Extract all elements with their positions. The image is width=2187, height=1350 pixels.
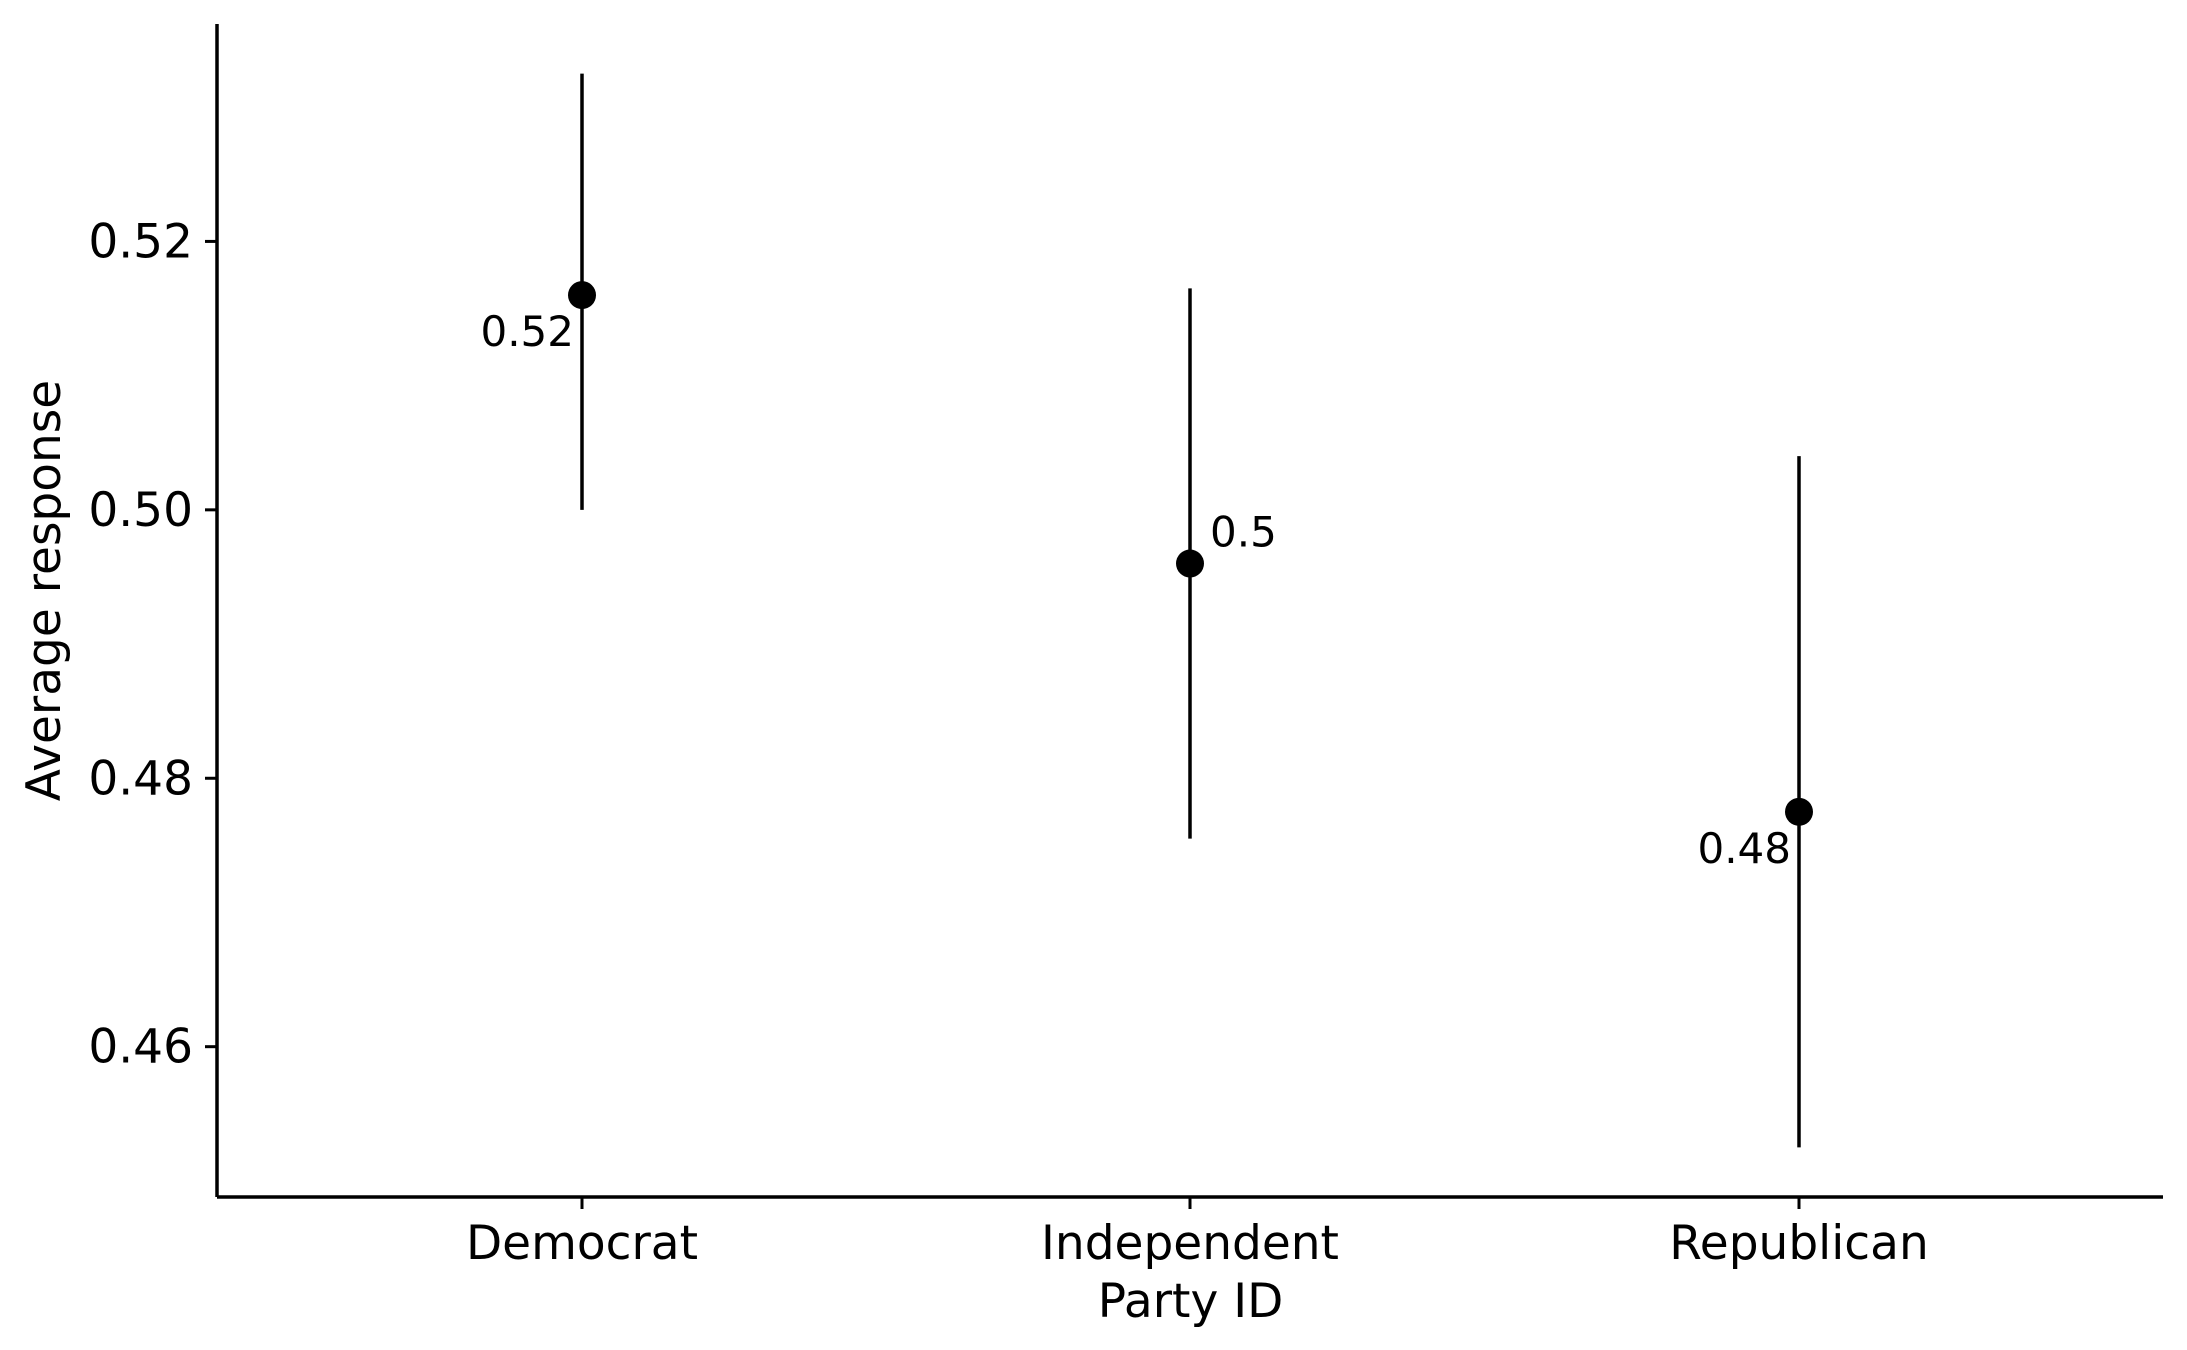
x-tick-label: Democrat <box>466 1216 698 1271</box>
data-point <box>1176 549 1204 578</box>
y-tick-label: 0.48 <box>88 751 193 806</box>
data-label: 0.52 <box>480 307 574 356</box>
y-axis-ticks: 0.46 0.48 0.50 0.52 <box>88 214 217 1075</box>
y-tick-label: 0.50 <box>88 483 193 538</box>
x-axis-ticks: Democrat Independent Republican <box>466 1197 1929 1271</box>
data-label: 0.5 <box>1210 508 1277 557</box>
y-axis-title: Average response <box>17 380 72 801</box>
data-label: 0.48 <box>1697 824 1791 873</box>
x-axis-title: Party ID <box>1098 1274 1284 1329</box>
data-point <box>1785 797 1813 826</box>
marks-layer: 0.52 0.5 0.48 <box>480 73 1813 1148</box>
x-tick-label: Independent <box>1041 1216 1339 1271</box>
data-point <box>568 281 596 310</box>
y-tick-label: 0.52 <box>88 214 193 269</box>
x-tick-label: Republican <box>1669 1216 1928 1271</box>
y-tick-label: 0.46 <box>88 1020 193 1075</box>
